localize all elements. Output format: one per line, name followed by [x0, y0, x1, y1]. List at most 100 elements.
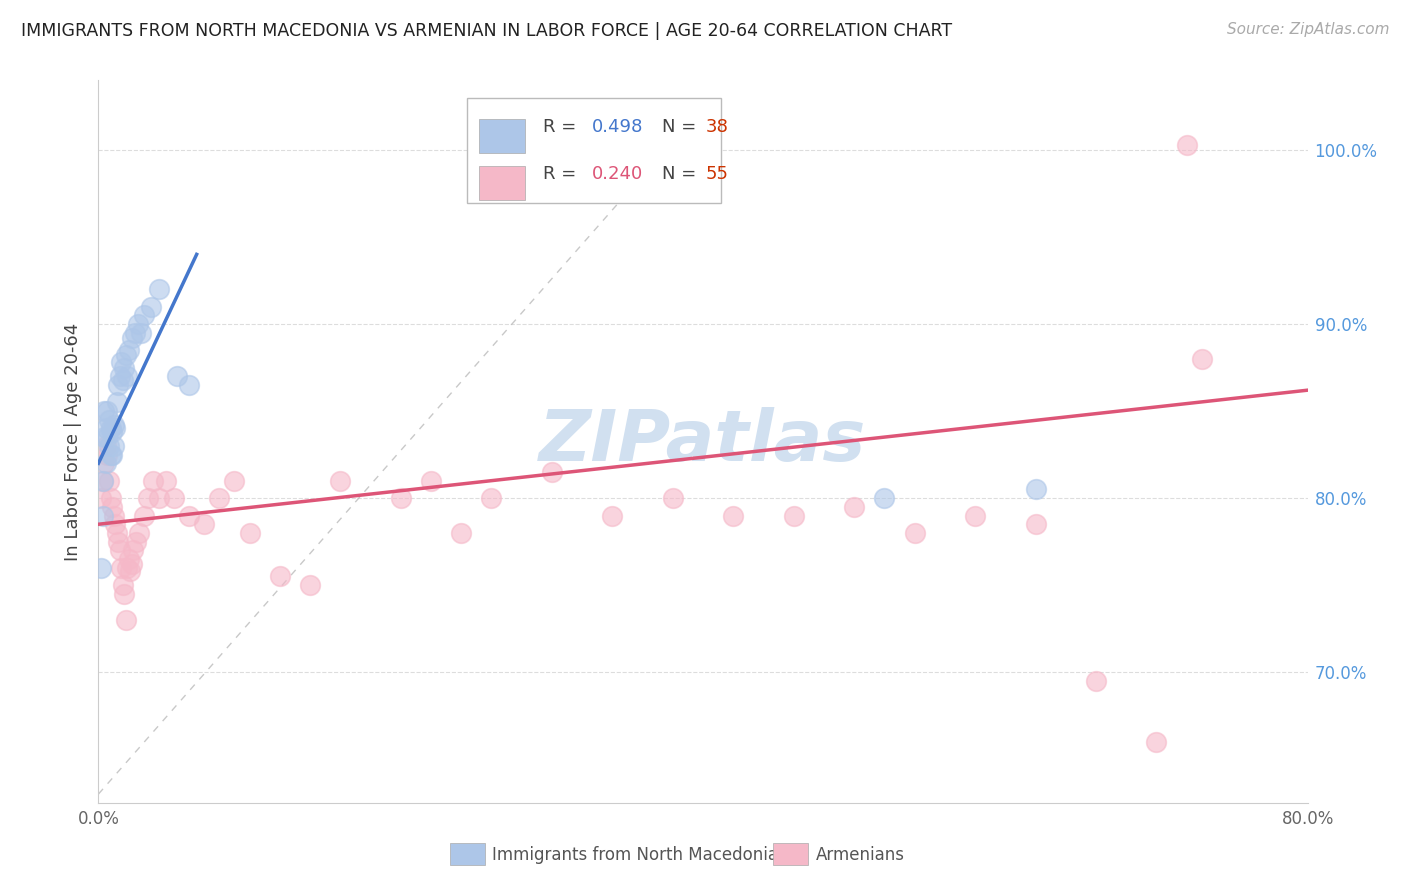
Point [105, 395, 128, 409]
Text: N =: N = [662, 119, 702, 136]
Point [420, 474, 443, 488]
Point [107, 378, 129, 392]
Point [114, 348, 136, 362]
Point [179, 508, 201, 523]
Point [163, 491, 186, 505]
Point [125, 534, 148, 549]
Point [129, 326, 152, 340]
Point [108, 543, 131, 558]
Point [224, 474, 246, 488]
Point [103, 417, 125, 432]
Point [1024, 517, 1046, 532]
Point [110, 355, 132, 369]
Point [179, 378, 201, 392]
Point [91, 474, 114, 488]
Point [136, 491, 159, 505]
Text: 0.240: 0.240 [592, 165, 643, 183]
Point [166, 369, 188, 384]
Point [193, 517, 215, 532]
Text: 55: 55 [706, 165, 728, 183]
Point [269, 569, 291, 583]
Point [98, 474, 121, 488]
Point [1024, 483, 1046, 497]
Text: Source: ZipAtlas.com: Source: ZipAtlas.com [1226, 22, 1389, 37]
Point [112, 587, 135, 601]
Point [104, 421, 127, 435]
Text: ZIPatlas: ZIPatlas [540, 407, 866, 476]
Point [121, 331, 143, 345]
Point [239, 525, 262, 540]
Point [132, 508, 155, 523]
Text: N =: N = [662, 165, 702, 183]
Point [118, 552, 141, 566]
Point [100, 491, 122, 505]
Point [94, 439, 117, 453]
Point [141, 300, 163, 314]
FancyBboxPatch shape [479, 166, 526, 200]
Point [965, 508, 987, 523]
Point [120, 564, 142, 578]
Point [329, 474, 352, 488]
Point [101, 425, 124, 439]
Text: 0.498: 0.498 [592, 119, 643, 136]
Point [128, 525, 150, 540]
Point [132, 308, 155, 322]
Point [111, 373, 134, 387]
Point [115, 561, 138, 575]
Point [844, 500, 866, 514]
Point [98, 439, 121, 453]
Point [93, 404, 115, 418]
Point [91, 474, 114, 488]
Point [91, 508, 114, 523]
Point [93, 430, 115, 444]
Point [1085, 673, 1108, 688]
Point [101, 448, 124, 462]
Point [104, 517, 127, 532]
Point [1191, 351, 1213, 366]
Point [93, 456, 115, 470]
Point [107, 534, 129, 549]
Y-axis label: In Labor Force | Age 20-64: In Labor Force | Age 20-64 [65, 322, 83, 561]
Point [105, 525, 128, 540]
Point [723, 508, 745, 523]
Point [783, 508, 806, 523]
Point [142, 474, 165, 488]
FancyBboxPatch shape [479, 119, 526, 153]
Point [124, 326, 146, 340]
Text: Armenians: Armenians [815, 846, 904, 863]
Point [148, 491, 170, 505]
Point [1175, 137, 1198, 152]
Point [299, 578, 322, 592]
Point [98, 413, 121, 427]
Point [661, 491, 683, 505]
Point [121, 558, 143, 572]
Point [540, 465, 562, 479]
Point [103, 439, 125, 453]
Point [111, 578, 134, 592]
Point [94, 421, 117, 435]
Point [100, 421, 122, 435]
Point [208, 491, 231, 505]
Point [103, 508, 125, 523]
Point [127, 317, 149, 331]
Point [100, 448, 122, 462]
Point [94, 456, 117, 470]
Point [114, 613, 136, 627]
Point [481, 491, 503, 505]
Text: 38: 38 [706, 119, 728, 136]
Point [110, 561, 132, 575]
Point [602, 508, 624, 523]
Point [904, 525, 927, 540]
Text: Immigrants from North Macedonia: Immigrants from North Macedonia [492, 846, 778, 863]
Point [450, 525, 472, 540]
Text: R =: R = [543, 165, 582, 183]
Point [96, 448, 118, 462]
Text: R =: R = [543, 119, 582, 136]
Point [112, 360, 135, 375]
Point [1144, 735, 1167, 749]
Point [115, 369, 138, 384]
Point [389, 491, 412, 505]
Point [96, 430, 118, 444]
Point [90, 491, 112, 505]
Point [101, 500, 124, 514]
